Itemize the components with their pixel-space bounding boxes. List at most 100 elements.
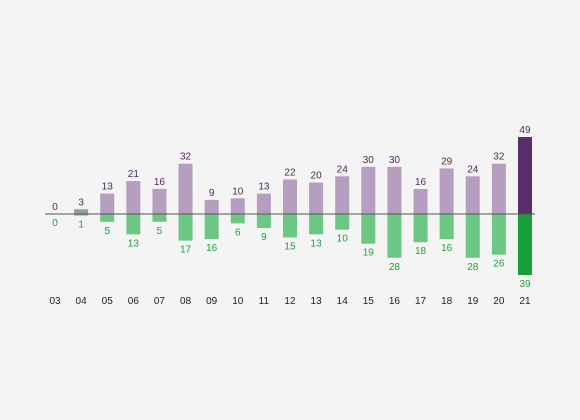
bottom-value-label-06: 13 <box>128 238 140 249</box>
bottom-value-label-15: 19 <box>363 248 375 259</box>
x-tick-label-11: 11 <box>259 296 270 307</box>
top-value-labels: 0 3 13 21 16 32 9 10 13 22 20 24 30 30 16 29 24 32 49 <box>52 125 531 213</box>
bottom-value-label-16: 28 <box>389 262 401 273</box>
top-value-label-05: 13 <box>102 182 114 193</box>
top-bar-18 <box>439 168 454 214</box>
top-value-label-04: 3 <box>78 197 84 208</box>
x-tick-label-18: 18 <box>441 296 453 307</box>
top-bar-06 <box>126 181 141 214</box>
bottom-bar-08 <box>178 214 193 241</box>
bottom-value-label-13: 13 <box>311 238 323 249</box>
bottom-bar-04 <box>74 214 89 216</box>
top-bar-05 <box>100 193 115 214</box>
top-value-label-19: 24 <box>467 164 479 175</box>
bottom-value-label-05: 5 <box>104 226 110 237</box>
top-bar-14 <box>335 176 350 214</box>
x-tick-label-15: 15 <box>363 296 375 307</box>
top-value-label-12: 22 <box>284 167 296 178</box>
bottom-value-label-21: 39 <box>519 279 531 290</box>
top-value-label-03: 0 <box>52 202 58 213</box>
top-value-label-09: 9 <box>209 188 215 199</box>
top-bar-15 <box>361 166 376 214</box>
bottom-value-label-07: 5 <box>157 226 163 237</box>
x-tick-label-14: 14 <box>337 296 349 307</box>
top-series <box>74 137 532 214</box>
x-tick-label-07: 07 <box>154 296 166 307</box>
bottom-bar-14 <box>335 214 350 230</box>
bottom-bar-16 <box>387 214 402 258</box>
bottom-bar-06 <box>126 214 141 235</box>
x-tick-label-10: 10 <box>232 296 244 307</box>
bottom-series <box>74 214 532 275</box>
top-value-label-18: 29 <box>441 156 453 167</box>
top-value-label-11: 13 <box>258 182 270 193</box>
x-tick-label-05: 05 <box>102 296 114 307</box>
x-tick-label-20: 20 <box>493 296 505 307</box>
bottom-value-label-19: 28 <box>467 262 479 273</box>
bottom-bar-17 <box>413 214 428 243</box>
top-value-label-08: 32 <box>180 152 192 163</box>
top-bar-08 <box>178 163 193 214</box>
top-bar-21 <box>517 137 532 214</box>
x-tick-label-06: 06 <box>128 296 140 307</box>
bottom-bar-21 <box>517 214 532 275</box>
top-bar-04 <box>74 209 89 214</box>
bottom-bar-12 <box>282 214 297 238</box>
bottom-value-label-20: 26 <box>493 259 505 270</box>
x-tick-label-08: 08 <box>180 296 192 307</box>
top-value-label-10: 10 <box>232 186 244 197</box>
x-tick-label-21: 21 <box>519 296 531 307</box>
top-value-label-16: 30 <box>389 155 401 166</box>
top-bar-13 <box>309 182 324 214</box>
bottom-bar-07 <box>152 214 167 222</box>
top-bar-19 <box>465 176 480 214</box>
bottom-value-label-14: 10 <box>337 234 349 245</box>
top-value-label-21: 49 <box>519 125 531 136</box>
bottom-bar-15 <box>361 214 376 244</box>
top-value-label-07: 16 <box>154 177 166 188</box>
x-tick-label-17: 17 <box>415 296 427 307</box>
top-bar-20 <box>491 163 506 214</box>
bottom-bar-11 <box>256 214 271 229</box>
top-bar-12 <box>282 179 297 214</box>
top-bar-17 <box>413 188 428 214</box>
top-bar-11 <box>256 193 271 214</box>
x-tick-label-04: 04 <box>76 296 88 307</box>
x-tick-label-16: 16 <box>389 296 401 307</box>
top-value-label-17: 16 <box>415 177 427 188</box>
bottom-bar-20 <box>491 214 506 255</box>
bottom-bar-05 <box>100 214 115 222</box>
bottom-value-label-11: 9 <box>261 232 267 243</box>
x-tick-label-12: 12 <box>284 296 296 307</box>
top-value-label-15: 30 <box>363 155 375 166</box>
x-tick-label-09: 09 <box>206 296 218 307</box>
x-tick-label-13: 13 <box>311 296 323 307</box>
bottom-value-label-04: 1 <box>78 220 84 231</box>
bottom-bar-19 <box>465 214 480 258</box>
x-tick-label-19: 19 <box>467 296 479 307</box>
bottom-bar-18 <box>439 214 454 240</box>
top-value-label-13: 20 <box>311 171 323 182</box>
bottom-value-label-09: 16 <box>206 243 218 254</box>
bottom-value-label-08: 17 <box>180 245 192 256</box>
bottom-value-label-12: 15 <box>284 241 296 252</box>
bottom-value-label-03: 0 <box>52 218 58 229</box>
top-value-label-06: 21 <box>128 169 140 180</box>
bottom-bar-09 <box>204 214 219 240</box>
top-value-label-14: 24 <box>337 164 349 175</box>
top-bar-07 <box>152 188 167 214</box>
top-bar-10 <box>230 198 245 214</box>
x-tick-label-03: 03 <box>49 296 61 307</box>
top-bar-16 <box>387 166 402 214</box>
bottom-value-label-18: 16 <box>441 243 453 254</box>
bottom-value-label-10: 6 <box>235 227 241 238</box>
x-tick-labels: 03 04 05 06 07 08 09 10 11 12 13 14 15 16 17 18 19 20 21 <box>49 296 531 307</box>
bottom-bar-10 <box>230 214 245 224</box>
bottom-bar-13 <box>309 214 324 235</box>
bottom-value-label-17: 18 <box>415 246 427 257</box>
top-bar-09 <box>204 199 219 214</box>
top-value-label-20: 32 <box>493 152 505 163</box>
